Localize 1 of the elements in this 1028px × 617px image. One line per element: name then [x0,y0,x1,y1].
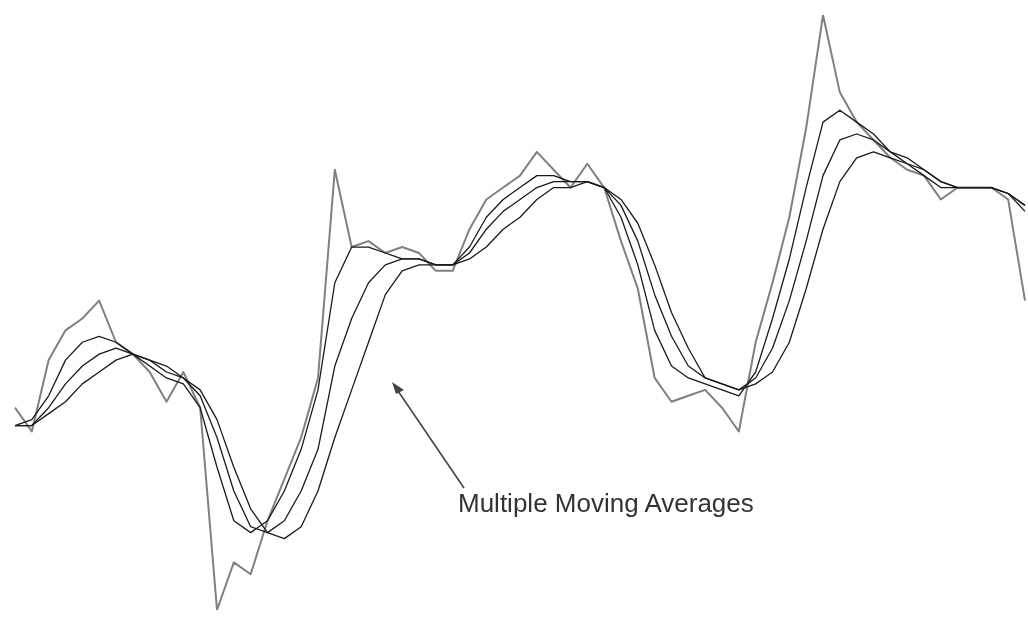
annotation: Multiple Moving Averages [458,488,754,519]
